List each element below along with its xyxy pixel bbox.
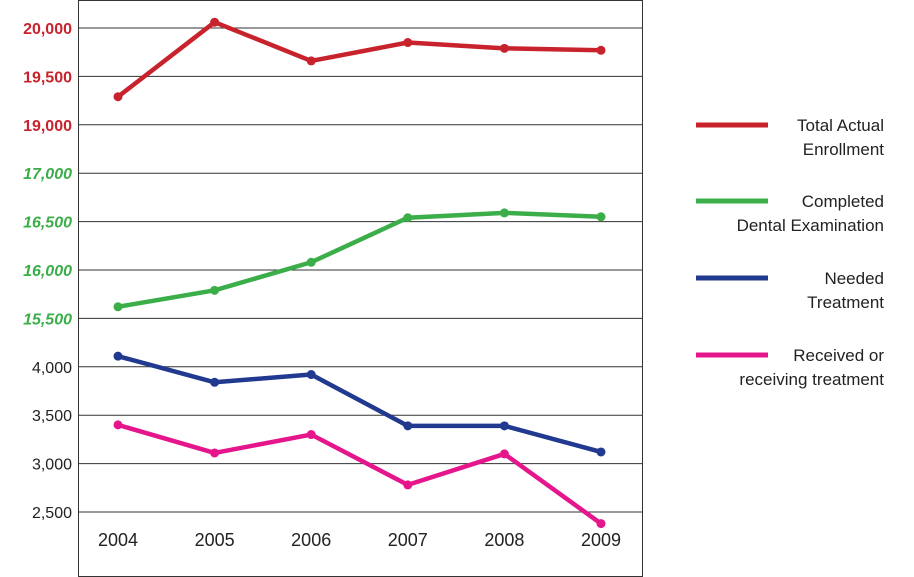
y-tick-label: 3,000	[32, 457, 72, 474]
y-axis-tick-labels: 20,000 19,500 19,000 17,000 16,500 16,000 15,5…	[23, 21, 72, 522]
legend-label: Completed	[802, 192, 884, 211]
data-point	[499, 449, 509, 459]
y-tick-label: 20,000	[23, 21, 72, 38]
data-point	[499, 43, 509, 53]
data-point	[210, 285, 220, 295]
legend-label: receiving treatment	[739, 370, 884, 389]
x-tick-label: 2004	[98, 530, 138, 550]
y-tick-label: 16,000	[23, 263, 72, 280]
data-point	[499, 208, 509, 218]
x-tick-label: 2008	[484, 530, 524, 550]
legend-label: Needed	[824, 269, 884, 288]
y-tick-label: 16,500	[23, 215, 72, 232]
gridlines	[79, 27, 642, 513]
data-point	[113, 351, 123, 361]
data-point	[499, 421, 509, 431]
data-point	[210, 17, 220, 27]
x-tick-label: 2007	[388, 530, 428, 550]
y-tick-label: 19,500	[23, 69, 72, 86]
x-axis-tick-labels: 2004 2005 2006 2007 2008 2009	[98, 530, 621, 550]
data-point	[596, 212, 606, 222]
x-tick-label: 2005	[195, 530, 235, 550]
y-tick-label: 19,000	[23, 118, 72, 135]
data-point	[210, 377, 220, 387]
series-lines	[113, 17, 606, 529]
data-point	[306, 430, 316, 440]
series-line	[115, 19, 604, 99]
x-tick-label: 2009	[581, 530, 621, 550]
data-point	[403, 421, 413, 431]
data-point	[403, 480, 413, 490]
data-point	[596, 45, 606, 55]
legend: Total Actual Enrollment Completed Dental Ex…	[696, 116, 884, 389]
data-point	[596, 519, 606, 529]
legend-label: Treatment	[807, 293, 884, 312]
x-tick-label: 2006	[291, 530, 331, 550]
legend-label: Enrollment	[803, 140, 885, 159]
data-point	[306, 370, 316, 380]
data-point	[113, 302, 123, 312]
series-line	[115, 422, 604, 526]
data-point	[403, 213, 413, 223]
y-tick-label: 15,500	[23, 311, 72, 328]
data-point	[113, 420, 123, 430]
y-tick-label: 17,000	[23, 166, 72, 183]
y-tick-label: 4,000	[32, 360, 72, 377]
series-line	[115, 353, 604, 455]
legend-label: Dental Examination	[737, 216, 884, 235]
y-tick-label: 2,500	[32, 505, 72, 522]
data-point	[596, 447, 606, 457]
legend-label: Received or	[793, 346, 884, 365]
legend-label: Total Actual	[797, 116, 884, 135]
y-tick-label: 3,500	[32, 408, 72, 425]
data-point	[403, 38, 413, 48]
data-point	[306, 257, 316, 267]
data-point	[113, 92, 123, 102]
data-point	[210, 448, 220, 458]
data-point	[306, 56, 316, 66]
series-line	[115, 210, 604, 310]
